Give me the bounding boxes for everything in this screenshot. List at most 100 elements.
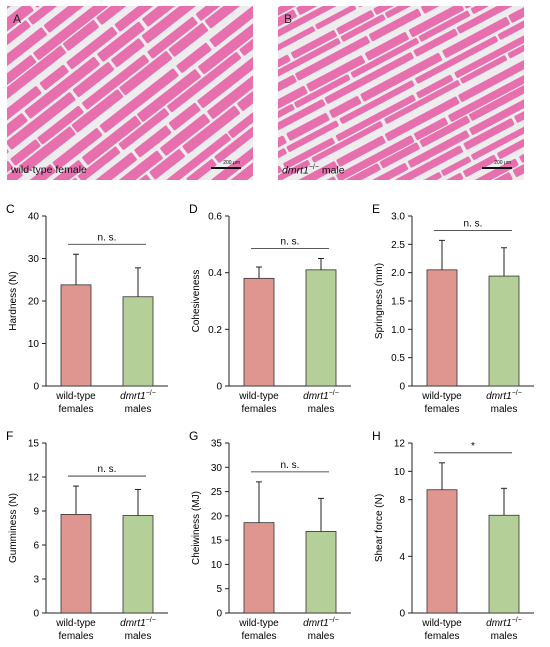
y-tick-label: 10 (394, 467, 406, 478)
muscle-fibre (147, 16, 198, 59)
muscle-fibre (168, 102, 201, 131)
category-label-line1: dmrt1−/− (120, 617, 156, 629)
y-tick-label: 1.0 (391, 325, 405, 336)
category-label-line1: wild-type (238, 391, 279, 402)
muscle-tissue-image (7, 6, 253, 180)
muscle-fibre (395, 145, 464, 180)
significance-label: * (471, 441, 475, 452)
muscle-fibre (458, 54, 524, 102)
genotype-superscript: −/− (512, 617, 522, 624)
muscle-fibre (335, 94, 416, 142)
muscle-fibre (456, 6, 524, 34)
bar-wild-type (60, 514, 92, 614)
muscle-fibre (278, 9, 297, 43)
muscle-fibre (336, 135, 415, 180)
muscle-fibre (416, 74, 454, 99)
bar-wild-type (243, 522, 275, 614)
muscle-fibre (373, 6, 427, 15)
muscle-fibre (159, 133, 231, 180)
gene-name: dmrt1 (120, 391, 146, 402)
muscle-fibre (384, 80, 461, 124)
y-axis-label: Gumminess (N) (8, 493, 19, 563)
muscle-fibre (336, 10, 375, 35)
muscle-fibre (209, 6, 253, 47)
muscle-fibre (196, 6, 246, 21)
muscle-fibre (7, 92, 76, 150)
category-label-line2: females (58, 404, 93, 415)
y-tick-label: 0 (33, 382, 39, 393)
muscle-fibre (306, 55, 365, 92)
muscle-fibre (168, 23, 209, 57)
muscle-fibre (142, 6, 213, 27)
y-tick-label: 1.5 (391, 297, 405, 308)
muscle-fibre (421, 172, 464, 180)
muscle-fibre (198, 7, 253, 75)
muscle-fibre (384, 96, 460, 141)
y-tick-label: 0.5 (391, 353, 405, 364)
bar-wild-type (426, 489, 458, 614)
muscle-fibre (415, 36, 498, 84)
category-label-line2: males (308, 631, 335, 642)
sex-label: male (318, 164, 345, 176)
muscle-fibre (413, 28, 458, 57)
bar-wild-type (426, 269, 458, 387)
muscle-fibre (68, 152, 137, 180)
category-label-line2: males (491, 404, 518, 415)
significance-label: n. s. (281, 237, 300, 248)
muscle-fibre (197, 52, 253, 108)
muscle-fibre (329, 96, 362, 118)
y-tick-label: 12 (394, 439, 406, 450)
micrograph-dmrt1-male: B dmrt1−/− male 200 μm (278, 6, 524, 180)
micrograph-wild-type-female: A wild-type female 200 μm (7, 6, 253, 180)
y-tick-label: 12 (28, 473, 40, 484)
muscle-fibre (167, 52, 242, 113)
muscle-fibre (82, 54, 149, 110)
genotype-superscript: −/− (329, 617, 339, 624)
muscle-fibre (19, 126, 76, 173)
muscle-fibre (294, 74, 351, 108)
y-tick-label: 20 (211, 511, 223, 522)
muscle-fibre (278, 160, 311, 180)
y-tick-label: 10 (28, 339, 40, 350)
panel-label: C (6, 202, 15, 216)
muscle-fibre (278, 26, 316, 64)
muscle-fibre (10, 139, 41, 166)
y-tick-label: 30 (28, 254, 40, 265)
muscle-fibre (286, 112, 330, 141)
chart-springness: E Springness (mm) 0 0.5 1.0 1.5 2.0 2.5 3.0 n. s.… (366, 196, 546, 418)
muscle-fibre (176, 42, 212, 73)
genotype-superscript: −/− (146, 617, 156, 624)
muscle-fibre (497, 7, 524, 40)
muscle-fibre (418, 10, 471, 42)
chart-gumminess: F Gumminess (N) 0 3 6 9 12 15 n. s. wild-type fema… (0, 423, 180, 645)
muscle-fibre (469, 95, 524, 135)
muscle-fibre (78, 146, 121, 180)
muscle-fibre (360, 52, 443, 102)
muscle-fibre (134, 125, 172, 158)
bar-dmrt1 (488, 514, 520, 614)
significance-label: n. s. (98, 232, 117, 243)
chart-chewiness: G Cheiwiness (MJ) 0 5 10 15 20 25 30 35 n. s. wild-… (183, 423, 363, 645)
genotype-superscript: −/− (512, 390, 522, 397)
gene-name: dmrt1 (282, 164, 309, 176)
muscle-fibre (454, 33, 524, 78)
significance-label: n. s. (281, 460, 300, 471)
muscle-fibre (137, 69, 201, 122)
chart-cohesiveness: D Cohesiveness 0 0.2 0.4 0.6 n. s. wild-type fem… (183, 196, 363, 418)
muscle-fibre (71, 89, 124, 133)
muscle-fibre (114, 6, 190, 32)
panel-label: H (372, 429, 381, 443)
muscle-fibre (7, 86, 42, 123)
muscle-fibre (463, 118, 515, 150)
panel-label-b: B (284, 12, 293, 26)
y-tick-label: 6 (33, 541, 39, 552)
bar-dmrt1 (488, 275, 520, 387)
micrograph-caption-b: dmrt1−/− male (282, 164, 345, 177)
muscle-fibre (466, 158, 519, 180)
muscle-fibre (33, 6, 108, 60)
muscle-fibre (82, 115, 141, 165)
category-label-line1: dmrt1−/− (303, 617, 339, 629)
gene-name: dmrt1 (486, 391, 512, 402)
muscle-fibre (237, 72, 253, 111)
muscle-fibre (119, 51, 173, 96)
